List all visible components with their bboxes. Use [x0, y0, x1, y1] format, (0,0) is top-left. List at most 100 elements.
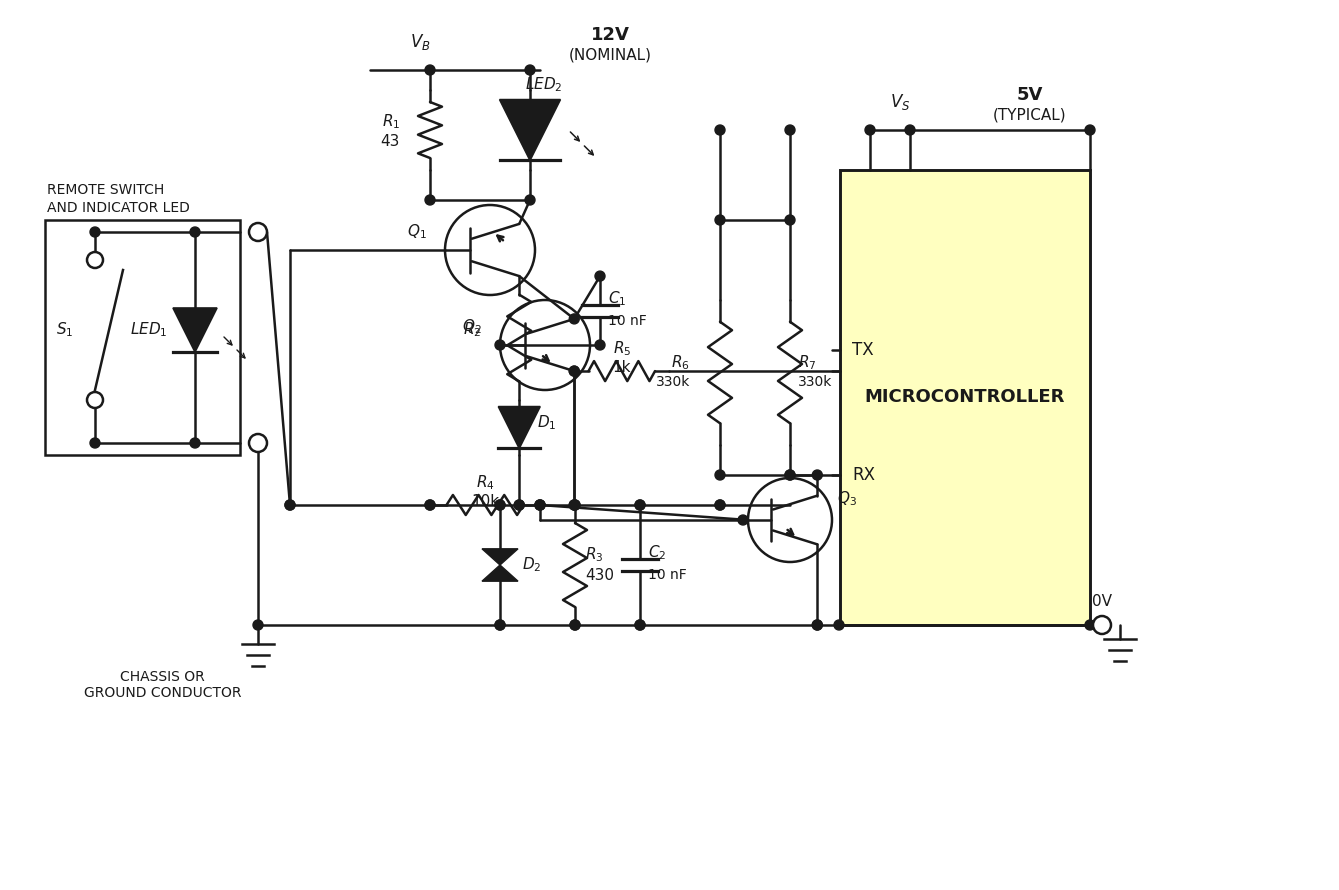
Circle shape — [190, 227, 200, 237]
Circle shape — [1085, 125, 1095, 135]
Text: $R_7$: $R_7$ — [798, 353, 817, 372]
Circle shape — [424, 195, 435, 205]
Circle shape — [635, 500, 645, 510]
Circle shape — [715, 125, 724, 135]
Circle shape — [249, 434, 266, 452]
Text: $R_4$: $R_4$ — [475, 473, 494, 492]
Text: 0V: 0V — [1093, 594, 1111, 609]
Circle shape — [285, 500, 295, 510]
Text: $V_B$: $V_B$ — [410, 32, 430, 52]
Circle shape — [595, 271, 605, 281]
Circle shape — [536, 500, 545, 510]
Circle shape — [715, 470, 724, 480]
Circle shape — [635, 500, 645, 510]
Text: 12V: 12V — [590, 26, 629, 44]
Text: (NOMINAL): (NOMINAL) — [569, 47, 652, 62]
Text: $R_6$: $R_6$ — [671, 353, 690, 372]
Circle shape — [87, 392, 103, 408]
Circle shape — [813, 620, 822, 630]
Circle shape — [785, 215, 795, 225]
Circle shape — [424, 500, 435, 510]
Text: 10k: 10k — [471, 493, 499, 508]
Text: REMOTE SWITCH: REMOTE SWITCH — [47, 183, 165, 197]
Circle shape — [90, 438, 100, 448]
Text: 10 nF: 10 nF — [608, 313, 647, 328]
Circle shape — [813, 620, 822, 630]
Circle shape — [569, 366, 580, 376]
Circle shape — [495, 500, 505, 510]
Circle shape — [738, 515, 749, 525]
Circle shape — [569, 500, 580, 510]
Circle shape — [570, 500, 580, 510]
Polygon shape — [482, 565, 518, 581]
Circle shape — [785, 125, 795, 135]
Circle shape — [90, 227, 100, 237]
FancyBboxPatch shape — [46, 220, 240, 455]
Circle shape — [570, 500, 580, 510]
Circle shape — [525, 65, 536, 75]
Text: $R_2$: $R_2$ — [463, 320, 481, 339]
Circle shape — [905, 125, 915, 135]
Text: $R_1$: $R_1$ — [382, 113, 400, 132]
Text: $Q_2$: $Q_2$ — [462, 318, 482, 336]
Text: AND INDICATOR LED: AND INDICATOR LED — [47, 201, 190, 215]
Circle shape — [715, 215, 724, 225]
Circle shape — [635, 620, 645, 630]
Circle shape — [570, 620, 580, 630]
Text: $Q_1$: $Q_1$ — [407, 222, 427, 241]
Text: MICROCONTROLLER: MICROCONTROLLER — [865, 389, 1066, 407]
Text: $LED_2$: $LED_2$ — [525, 76, 562, 94]
Circle shape — [424, 500, 435, 510]
Polygon shape — [498, 407, 540, 449]
Circle shape — [569, 366, 580, 376]
Text: TX: TX — [852, 341, 873, 359]
Polygon shape — [499, 100, 561, 160]
Circle shape — [785, 470, 795, 480]
Circle shape — [495, 620, 505, 630]
Text: $Q_3$: $Q_3$ — [837, 490, 857, 508]
Text: $C_1$: $C_1$ — [608, 289, 627, 308]
Text: (TYPICAL): (TYPICAL) — [994, 108, 1067, 123]
Circle shape — [1085, 620, 1095, 630]
Circle shape — [569, 314, 580, 324]
Circle shape — [536, 500, 545, 510]
Circle shape — [785, 470, 795, 480]
Circle shape — [253, 620, 262, 630]
Circle shape — [87, 252, 103, 268]
Circle shape — [249, 223, 266, 241]
Circle shape — [865, 125, 874, 135]
Polygon shape — [482, 549, 518, 565]
Text: 330k: 330k — [798, 376, 833, 390]
Circle shape — [1093, 616, 1111, 634]
Circle shape — [525, 195, 536, 205]
Text: CHASSIS OR
GROUND CONDUCTOR: CHASSIS OR GROUND CONDUCTOR — [84, 670, 241, 700]
Text: 5V: 5V — [1016, 86, 1043, 104]
Circle shape — [715, 500, 724, 510]
Circle shape — [570, 620, 580, 630]
Circle shape — [569, 500, 580, 510]
Circle shape — [424, 65, 435, 75]
Text: $D_2$: $D_2$ — [522, 555, 541, 574]
Circle shape — [514, 500, 525, 510]
Text: $LED_1$: $LED_1$ — [130, 320, 167, 339]
Polygon shape — [173, 308, 217, 352]
Circle shape — [595, 340, 605, 350]
Text: 43: 43 — [380, 134, 400, 150]
Circle shape — [514, 500, 525, 510]
Circle shape — [285, 500, 295, 510]
Circle shape — [813, 470, 822, 480]
Circle shape — [834, 620, 844, 630]
Circle shape — [635, 620, 645, 630]
Text: 330k: 330k — [656, 376, 690, 390]
Text: $R_3$: $R_3$ — [585, 546, 604, 564]
Text: 1k: 1k — [612, 360, 631, 375]
Text: $R_5$: $R_5$ — [612, 340, 631, 359]
Text: $S_1$: $S_1$ — [56, 320, 74, 339]
Text: $V_S$: $V_S$ — [890, 92, 911, 112]
Text: $C_2$: $C_2$ — [648, 544, 667, 562]
Text: $D_1$: $D_1$ — [537, 413, 557, 432]
Circle shape — [715, 500, 724, 510]
Circle shape — [536, 500, 545, 510]
Circle shape — [495, 500, 505, 510]
Text: 430: 430 — [585, 568, 615, 582]
